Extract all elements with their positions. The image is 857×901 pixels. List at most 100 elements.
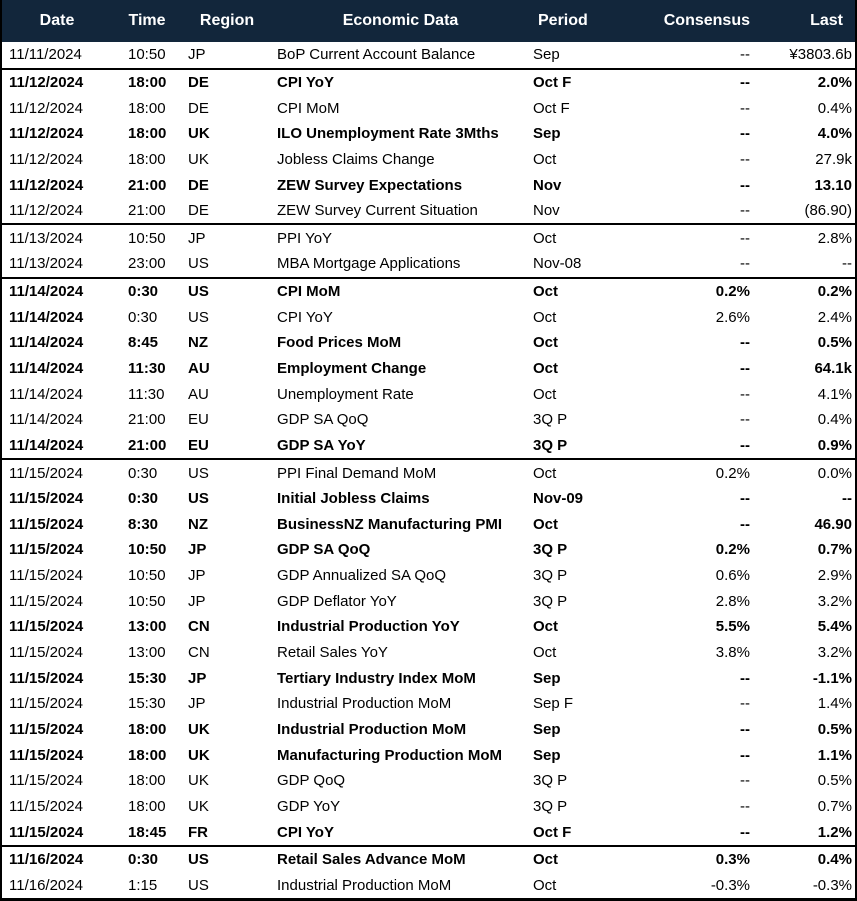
table-header-row: Date Time Region Economic Data Period Co… [2,0,855,42]
economic-data-cell: CPI YoY [277,823,334,841]
time-cell: 18:00 [128,150,166,168]
last-cell: 0.4% [817,99,852,117]
date-cell: 11/15/2024 [9,695,83,713]
date-cell: 11/14/2024 [9,385,83,403]
last-cell: -- [842,255,852,273]
economic-data-cell: MBA Mortgage Applications [277,255,461,273]
period-cell: Oct [533,464,557,482]
consensus-cell: 0.6% [715,567,750,585]
last-cell: -0.3% [812,876,852,894]
time-cell: 10:50 [128,541,167,559]
last-cell: 2.8% [817,229,852,247]
last-cell: 0.4% [817,851,852,869]
last-cell: 2.9% [817,567,852,585]
economic-data-cell: Industrial Production MoM [277,695,452,713]
date-cell: 11/15/2024 [9,823,84,841]
time-cell: 8:30 [128,515,159,533]
consensus-cell: -- [740,385,750,403]
region-cell: UK [188,125,210,143]
economic-data-cell: PPI YoY [277,229,333,247]
date-cell: 11/12/2024 [9,176,84,194]
time-cell: 21:00 [128,436,167,454]
region-cell: JP [188,669,207,687]
region-cell: US [188,851,209,869]
economic-data-cell: CPI MoM [277,99,340,117]
time-cell: 0:30 [128,283,159,301]
period-cell: Oct [533,515,559,533]
time-cell: 1:15 [128,876,158,894]
consensus-cell: -- [740,202,750,220]
last-cell: 0.9% [817,436,852,454]
last-cell: 27.9k [815,150,852,168]
region-cell: US [188,490,209,508]
last-cell: 2.4% [817,308,852,326]
last-cell: 1.1% [817,746,852,764]
region-cell: JP [188,541,207,559]
consensus-cell: 2.6% [715,308,750,326]
table-row: 11/16/2024 1:15 US Industrial Production Mo… [2,872,855,899]
last-cell: 0.5% [817,720,852,738]
last-cell: 5.4% [817,618,852,636]
time-cell: 21:00 [128,176,167,194]
time-cell: 18:00 [128,797,166,815]
table-row: 11/12/2024 21:00 DE ZEW Survey Expectations… [2,172,855,198]
last-cell: (86.90) [804,202,852,220]
time-cell: 13:00 [128,618,167,636]
consensus-cell: -- [740,823,750,841]
date-cell: 11/14/2024 [9,308,84,326]
region-cell: EU [188,411,209,429]
table-row: 11/12/2024 18:00 UK ILO Unemployment Rate 3… [2,120,855,147]
consensus-cell: -- [740,99,750,117]
column-header-consensus: Consensus [663,12,750,29]
region-cell: DE [188,73,209,91]
period-cell: Nov-08 [533,255,582,273]
period-cell: Nov-09 [533,490,584,508]
region-cell: DE [188,176,209,194]
economic-data-cell: Industrial Production MoM [277,876,452,894]
last-cell: 0.7% [817,797,852,815]
consensus-cell: -0.3% [710,876,750,894]
table-row: 11/15/2024 13:00 CN Retail Sales YoY Oct 3.8%… [2,639,855,666]
period-cell: Oct [533,283,559,301]
last-cell: 2.0% [817,73,852,91]
time-cell: 18:00 [128,125,167,143]
region-cell: DE [188,99,209,117]
period-cell: Sep [533,46,560,64]
period-cell: Sep [533,669,561,687]
economic-data-cell: Retail Sales YoY [277,644,388,662]
table-row: 11/15/2024 0:30 US PPI Final Demand MoM Oct 0… [2,458,855,486]
table-row: 11/14/2024 11:30 AU Unemployment Rate Oct -- 4… [2,381,855,407]
period-cell: Oct [533,618,559,636]
period-cell: Oct F [533,823,572,841]
time-cell: 21:00 [128,202,166,220]
consensus-cell: -- [740,746,750,764]
period-cell: Oct [533,229,557,247]
table-row: 11/13/2024 23:00 US MBA Mortgage Applicatio… [2,251,855,277]
region-cell: DE [188,202,209,220]
date-cell: 11/14/2024 [9,436,84,454]
period-cell: Oct [533,334,559,352]
consensus-cell: -- [740,176,750,194]
last-cell: ¥3803.6b [789,46,852,64]
consensus-cell: -- [740,73,750,91]
region-cell: AU [188,360,210,377]
table-body: 11/11/2024 10:50 JP BoP Current Account Bal… [2,42,855,899]
period-cell: Oct F [533,73,572,91]
economic-data-cell: Retail Sales Advance MoM [277,851,466,869]
region-cell: JP [188,695,206,713]
column-header-region: Region [199,12,255,29]
period-cell: 3Q P [533,411,568,429]
region-cell: FR [188,823,208,841]
table-row: 11/15/2024 18:00 UK GDP YoY 3Q P -- 0.7% [2,793,855,820]
time-cell: 21:00 [128,411,166,429]
time-cell: 0:30 [128,308,158,326]
table-row: 11/11/2024 10:50 JP BoP Current Account Bal… [2,42,855,68]
consensus-cell: -- [740,695,750,713]
region-cell: NZ [188,515,208,533]
period-cell: Oct F [533,99,570,117]
region-cell: US [188,283,209,301]
date-cell: 11/14/2024 [9,411,83,429]
consensus-cell: -- [740,411,750,429]
region-cell: UK [188,746,210,764]
period-cell: Sep [533,720,561,738]
